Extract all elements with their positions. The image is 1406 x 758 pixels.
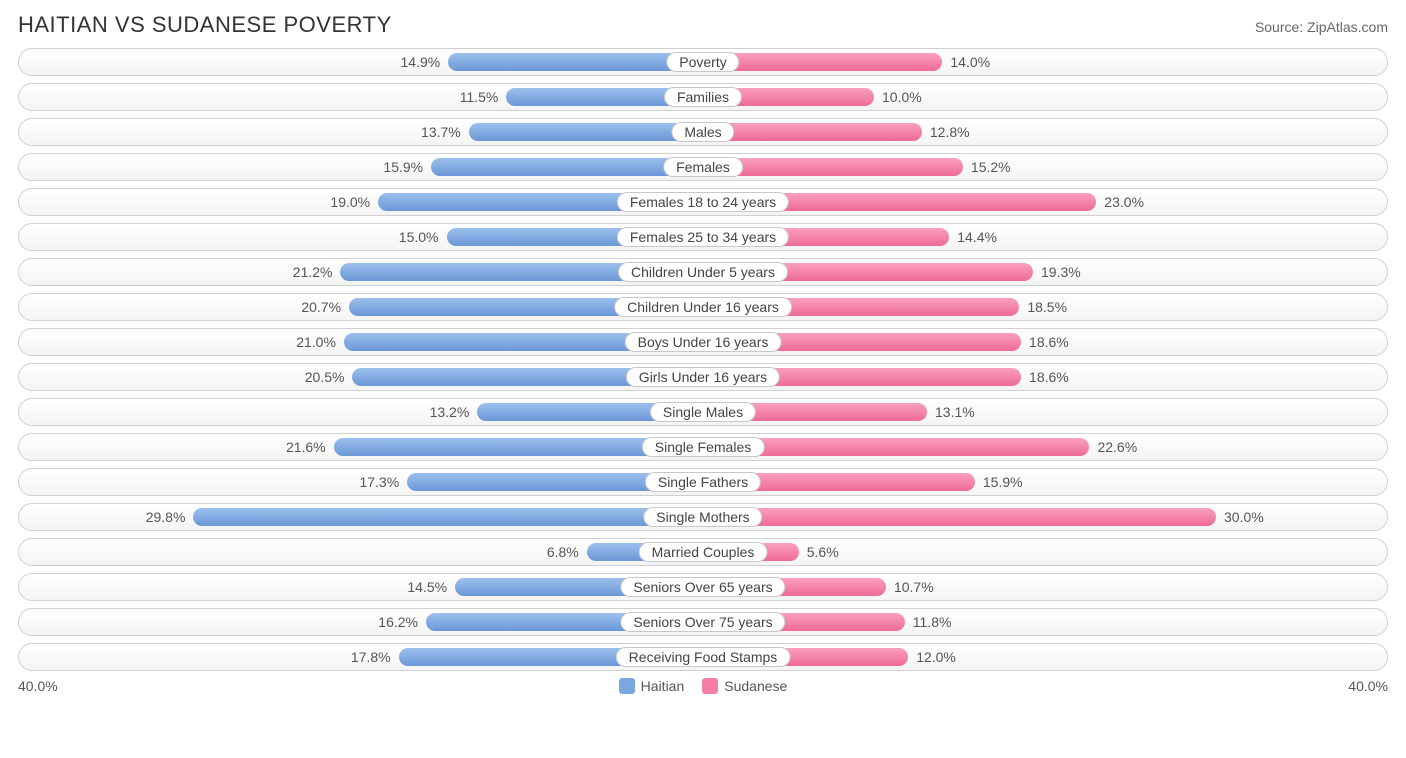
value-sudanese: 5.6% (799, 539, 839, 565)
category-label: Females (663, 157, 743, 177)
bar-sudanese (703, 123, 922, 141)
value-sudanese: 12.0% (908, 644, 956, 670)
value-sudanese: 23.0% (1096, 189, 1144, 215)
category-label: Single Mothers (643, 507, 762, 527)
value-sudanese: 15.2% (963, 154, 1011, 180)
chart-header: HAITIAN VS SUDANESE POVERTY Source: ZipA… (18, 12, 1388, 38)
category-label: Girls Under 16 years (626, 367, 780, 387)
legend-swatch-sudanese (702, 678, 718, 694)
bar-haitian (469, 123, 703, 141)
chart-row: 15.9% 15.2% Females (18, 153, 1388, 181)
chart-row: 16.2% 11.8% Seniors Over 75 years (18, 608, 1388, 636)
category-label: Single Males (650, 402, 756, 422)
value-haitian: 11.5% (460, 84, 507, 110)
category-label: Single Fathers (645, 472, 761, 492)
legend-item-haitian: Haitian (619, 678, 685, 694)
category-label: Boys Under 16 years (625, 332, 782, 352)
category-label: Children Under 5 years (618, 262, 788, 282)
value-sudanese: 19.3% (1033, 259, 1081, 285)
category-label: Males (671, 122, 734, 142)
category-label: Females 18 to 24 years (617, 192, 789, 212)
chart-row: 14.5% 10.7% Seniors Over 65 years (18, 573, 1388, 601)
value-sudanese: 14.0% (942, 49, 990, 75)
legend-swatch-haitian (619, 678, 635, 694)
value-sudanese: 13.1% (927, 399, 975, 425)
chart-row: 6.8% 5.6% Married Couples (18, 538, 1388, 566)
axis-max-left: 40.0% (18, 678, 58, 694)
value-haitian: 6.8% (547, 539, 587, 565)
value-haitian: 15.9% (383, 154, 431, 180)
chart-row: 17.8% 12.0% Receiving Food Stamps (18, 643, 1388, 671)
value-haitian: 21.2% (293, 259, 341, 285)
value-sudanese: 22.6% (1089, 434, 1137, 460)
chart-footer: 40.0% Haitian Sudanese 40.0% (18, 678, 1388, 694)
value-haitian: 16.2% (378, 609, 426, 635)
value-sudanese: 10.7% (886, 574, 934, 600)
category-label: Married Couples (639, 542, 768, 562)
chart-row: 20.7% 18.5% Children Under 16 years (18, 293, 1388, 321)
chart-row: 19.0% 23.0% Females 18 to 24 years (18, 188, 1388, 216)
chart-row: 17.3% 15.9% Single Fathers (18, 468, 1388, 496)
value-haitian: 13.2% (430, 399, 478, 425)
value-haitian: 14.9% (401, 49, 449, 75)
category-label: Receiving Food Stamps (616, 647, 791, 667)
bar-haitian (448, 53, 703, 71)
value-haitian: 17.3% (359, 469, 407, 495)
value-haitian: 19.0% (330, 189, 378, 215)
chart-title: HAITIAN VS SUDANESE POVERTY (18, 12, 392, 38)
category-label: Poverty (666, 52, 739, 72)
legend-label-haitian: Haitian (641, 678, 685, 694)
chart-row: 14.9% 14.0% Poverty (18, 48, 1388, 76)
chart-row: 20.5% 18.6% Girls Under 16 years (18, 363, 1388, 391)
bar-sudanese (703, 508, 1216, 526)
value-sudanese: 30.0% (1216, 504, 1264, 530)
category-label: Females 25 to 34 years (617, 227, 789, 247)
category-label: Children Under 16 years (614, 297, 792, 317)
value-sudanese: 18.6% (1021, 329, 1069, 355)
chart-source: Source: ZipAtlas.com (1255, 19, 1388, 35)
value-sudanese: 18.6% (1021, 364, 1069, 390)
value-sudanese: 18.5% (1019, 294, 1067, 320)
chart-row: 13.2% 13.1% Single Males (18, 398, 1388, 426)
value-haitian: 17.8% (351, 644, 399, 670)
value-haitian: 20.5% (305, 364, 353, 390)
value-haitian: 21.6% (286, 434, 334, 460)
legend-item-sudanese: Sudanese (702, 678, 787, 694)
value-sudanese: 10.0% (874, 84, 922, 110)
chart-row: 13.7% 12.8% Males (18, 118, 1388, 146)
axis-max-right: 40.0% (1348, 678, 1388, 694)
legend-label-sudanese: Sudanese (724, 678, 787, 694)
diverging-bar-chart: 14.9% 14.0% Poverty 11.5% 10.0% Families 13.7%… (18, 48, 1388, 671)
chart-row: 21.0% 18.6% Boys Under 16 years (18, 328, 1388, 356)
category-label: Seniors Over 75 years (620, 612, 785, 632)
value-haitian: 15.0% (399, 224, 447, 250)
bar-haitian (193, 508, 703, 526)
category-label: Single Females (642, 437, 765, 457)
value-haitian: 29.8% (146, 504, 194, 530)
value-haitian: 14.5% (407, 574, 455, 600)
chart-row: 15.0% 14.4% Females 25 to 34 years (18, 223, 1388, 251)
value-sudanese: 15.9% (975, 469, 1023, 495)
value-sudanese: 12.8% (922, 119, 970, 145)
legend: Haitian Sudanese (619, 678, 788, 694)
value-haitian: 20.7% (301, 294, 349, 320)
value-haitian: 21.0% (296, 329, 344, 355)
value-sudanese: 14.4% (949, 224, 997, 250)
chart-row: 29.8% 30.0% Single Mothers (18, 503, 1388, 531)
value-sudanese: 11.8% (905, 609, 952, 635)
value-haitian: 13.7% (421, 119, 469, 145)
chart-row: 11.5% 10.0% Families (18, 83, 1388, 111)
category-label: Seniors Over 65 years (620, 577, 785, 597)
chart-row: 21.6% 22.6% Single Females (18, 433, 1388, 461)
category-label: Families (664, 87, 742, 107)
chart-row: 21.2% 19.3% Children Under 5 years (18, 258, 1388, 286)
